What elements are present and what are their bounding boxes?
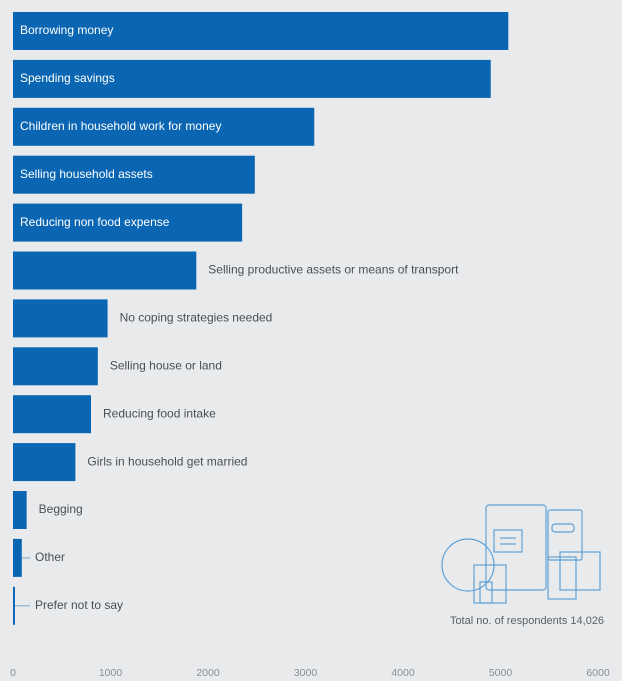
annotation: Total no. of respondents 14,026 [450, 615, 604, 627]
bar [13, 59, 491, 98]
bar-label: Selling household assets [20, 167, 153, 181]
icon-shape [485, 504, 547, 591]
bar [13, 12, 509, 50]
bar-label: Prefer not to say [35, 598, 123, 612]
bar-label: Spending savings [20, 71, 115, 85]
icon-shape [551, 523, 575, 533]
icon-shape [473, 564, 507, 604]
bar [13, 538, 22, 577]
bar [13, 395, 91, 434]
icon-shape [547, 556, 577, 600]
x-tick-label: 4000 [391, 667, 415, 679]
x-tick-label: 2000 [196, 667, 220, 679]
x-tick-label: 1000 [99, 667, 123, 679]
bar [13, 203, 243, 242]
icon-shape [547, 509, 583, 561]
bar-label: Reducing non food expense [20, 215, 170, 229]
icon-shape [559, 551, 601, 591]
icon-shape [493, 529, 523, 553]
bar [13, 443, 76, 482]
bar-label: Children in household work for money [20, 119, 221, 133]
bar-label: Girls in household get married [87, 454, 247, 468]
bar [13, 586, 15, 625]
bar [13, 155, 255, 194]
x-tick-label: 5000 [489, 667, 513, 679]
bar-label: Selling productive assets or means of tr… [208, 263, 459, 277]
x-tick-label: 6000 [586, 667, 610, 679]
bar [13, 107, 315, 146]
bar-label: Selling house or land [110, 358, 222, 372]
bar [13, 347, 98, 386]
bar [13, 251, 197, 290]
bar-label: No coping strategies needed [120, 311, 273, 325]
bar [13, 491, 27, 529]
x-tick-label: 0 [10, 667, 16, 679]
bar-label: Reducing food intake [103, 406, 216, 420]
bar-label: Begging [39, 502, 83, 516]
bar-label: Other [35, 550, 65, 564]
x-tick-label: 3000 [294, 667, 318, 679]
bar [13, 299, 108, 338]
icon-shape [479, 581, 493, 604]
bar-label: Borrowing money [20, 23, 113, 37]
illustration [441, 504, 601, 604]
